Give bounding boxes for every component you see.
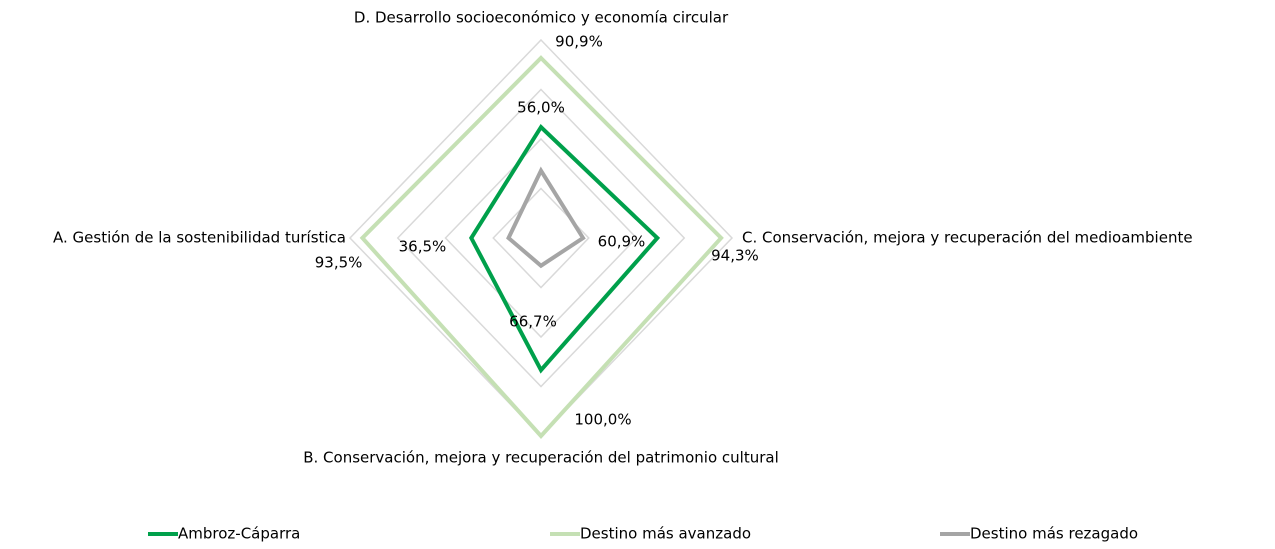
data-label: 93,5% bbox=[315, 254, 363, 272]
category-label: D. Desarrollo socioeconómico y economía … bbox=[354, 9, 729, 27]
legend-label: Ambroz-Cáparra bbox=[178, 525, 300, 543]
legend-label: Destino más rezagado bbox=[970, 525, 1138, 543]
legend-label: Destino más avanzado bbox=[580, 525, 751, 543]
data-label: 60,9% bbox=[598, 233, 646, 251]
data-label: 66,7% bbox=[509, 313, 557, 331]
data-label: 56,0% bbox=[517, 99, 565, 117]
data-label: 36,5% bbox=[399, 238, 447, 256]
series-line bbox=[359, 55, 724, 439]
data-label: 90,9% bbox=[555, 33, 603, 51]
grid-ring bbox=[444, 137, 638, 339]
category-label: B. Conservación, mejora y recuperación d… bbox=[303, 449, 779, 467]
category-label: A. Gestión de la sostenibilidad turístic… bbox=[53, 229, 346, 247]
data-label: 94,3% bbox=[711, 247, 759, 265]
grid-ring bbox=[396, 88, 686, 388]
series-line bbox=[506, 166, 586, 269]
category-label: C. Conservación, mejora y recuperación d… bbox=[742, 229, 1193, 247]
data-label: 100,0% bbox=[574, 411, 631, 429]
series-line bbox=[468, 123, 661, 374]
